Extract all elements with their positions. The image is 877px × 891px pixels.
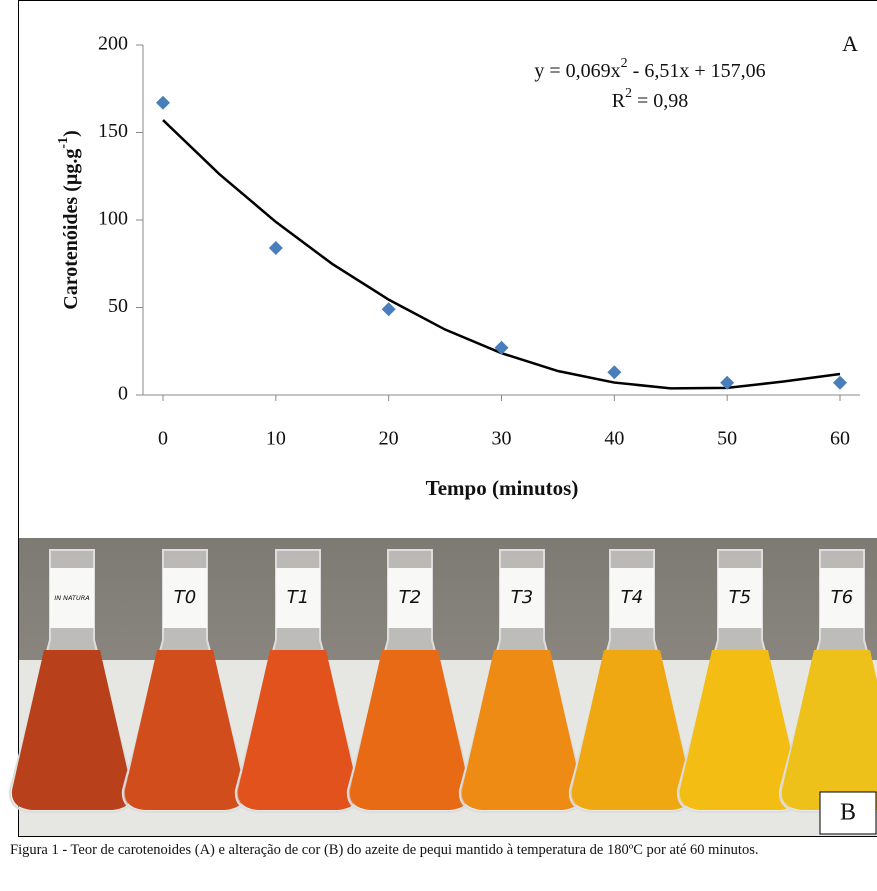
data-point: [607, 365, 621, 379]
flask-label: T5: [729, 587, 751, 608]
y-tick-label: 150: [98, 120, 128, 142]
flask-label: T0: [174, 587, 196, 608]
x-axis-title: Tempo (minutos): [426, 476, 579, 500]
x-tick-label: 30: [492, 428, 512, 450]
page: {"chart_data": {"type": "scatter", "pane…: [0, 0, 877, 891]
photo: IN NATURA T0 T1 T2 T3 T4 T5 T6: [10, 538, 877, 836]
data-point: [833, 376, 847, 390]
flask-label: T4: [621, 587, 643, 608]
x-tick-label: 50: [717, 428, 737, 450]
data-point: [269, 241, 283, 255]
y-tick-label: 200: [98, 33, 128, 55]
y-axis-title: Carotenóides (µg.g-1): [56, 130, 81, 310]
equation: y = 0,069x2 - 6,51x + 157,06: [534, 56, 765, 81]
figure: A y = 0,069x2 - 6,51x + 157,06 R2 = 0,98…: [0, 0, 877, 838]
x-tick-label: 40: [604, 428, 624, 450]
panel-label: A: [842, 31, 858, 56]
flask-label: T3: [511, 587, 533, 608]
x-tick-label: 10: [266, 428, 286, 450]
x-tick-label: 60: [830, 428, 850, 450]
data-point: [382, 302, 396, 316]
y-tick-label: 50: [108, 295, 128, 317]
flask-label: IN NATURA: [54, 594, 89, 602]
y-tick-label: 100: [98, 208, 128, 230]
r-squared: R2 = 0,98: [612, 86, 689, 111]
x-tick-label: 0: [158, 428, 168, 450]
data-point: [495, 341, 509, 355]
y-tick-label: 0: [118, 383, 128, 405]
caption: Figura 1 - Teor de carotenoides (A) e al…: [10, 840, 877, 860]
flask-label: T6: [831, 587, 853, 608]
panel-label: B: [840, 800, 856, 826]
flask-label: T2: [399, 587, 421, 608]
data-point: [156, 96, 170, 110]
flask-label: T1: [287, 587, 309, 608]
x-tick-label: 20: [379, 428, 399, 450]
